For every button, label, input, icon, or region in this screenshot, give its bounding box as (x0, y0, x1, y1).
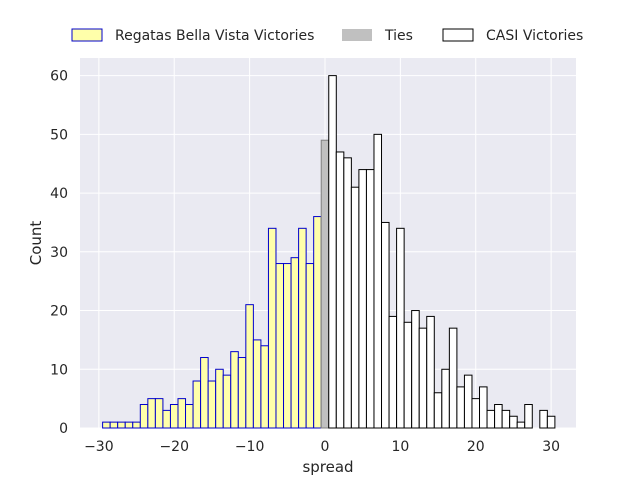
bar-regatas (147, 398, 156, 429)
bar-casi (494, 404, 503, 429)
bar-casi (546, 415, 556, 429)
y-tick-label: 0 (59, 421, 68, 437)
bar-regatas (313, 216, 322, 429)
y-tick-label: 30 (50, 245, 68, 261)
x-axis-ticks: −30 −20 −10 0 10 20 30 (84, 439, 560, 455)
y-axis-ticks: 0 10 20 30 40 50 60 (50, 69, 68, 437)
bar-casi (388, 315, 398, 429)
bar-regatas (305, 263, 315, 429)
bar-regatas (117, 421, 126, 429)
y-tick-label: 50 (50, 127, 68, 143)
bar-casi (328, 75, 337, 429)
bar-casi (403, 321, 413, 429)
legend-swatch-ties (342, 29, 372, 41)
bar-casi (471, 398, 481, 429)
y-tick-label: 60 (50, 69, 68, 85)
bar-regatas (237, 357, 247, 429)
bar-regatas (102, 421, 111, 429)
x-tick-label: 0 (321, 439, 330, 455)
bar-casi (373, 133, 383, 429)
bar-regatas (139, 404, 149, 429)
x-axis-label: spread (302, 458, 353, 476)
bar-casi (426, 315, 435, 429)
legend-item-ties: Ties (342, 28, 413, 44)
bar-casi (524, 404, 533, 429)
bar-casi (343, 157, 352, 429)
bar-casi (441, 368, 450, 429)
bar-casi (365, 169, 375, 429)
bar-regatas (124, 421, 134, 429)
y-axis-label: Count (27, 221, 45, 266)
bar-casi (479, 386, 488, 429)
legend-swatch-regatas (71, 28, 103, 42)
bar-casi (501, 409, 511, 429)
legend-swatch-casi (442, 28, 474, 42)
bar-regatas (200, 357, 209, 429)
bar-regatas (215, 368, 224, 429)
bar-regatas (177, 398, 187, 429)
bar-regatas (283, 263, 292, 429)
bar-casi (509, 415, 518, 429)
bar-casi (448, 327, 458, 429)
bar-ties (320, 139, 330, 429)
x-tick-label: 30 (542, 439, 560, 455)
x-tick-label: 10 (391, 439, 409, 455)
legend-label-casi: CASI Victories (486, 28, 583, 44)
bar-casi (418, 327, 428, 429)
bar-regatas (192, 380, 202, 429)
bar-regatas (298, 227, 307, 429)
x-tick-label: 20 (467, 439, 485, 455)
bar-casi (516, 421, 526, 429)
bar-regatas (222, 374, 232, 429)
bar-casi (381, 221, 390, 429)
bar-casi (539, 409, 548, 429)
bar-regatas (245, 304, 254, 429)
bar-regatas (290, 257, 300, 429)
legend: Regatas Bella Vista Victories Ties CASI … (71, 28, 583, 44)
bar-regatas (230, 351, 239, 429)
bar-regatas (185, 404, 194, 429)
x-tick-label: −20 (159, 439, 189, 455)
bar-regatas (162, 409, 171, 429)
bar-regatas (252, 339, 262, 429)
bar-regatas (267, 227, 277, 429)
legend-item-regatas: Regatas Bella Vista Victories (71, 28, 314, 44)
bar-casi (358, 169, 367, 429)
bar-casi (411, 310, 420, 429)
bar-regatas (154, 398, 164, 429)
y-tick-label: 20 (50, 304, 68, 320)
bar-casi (433, 392, 443, 429)
bar-regatas (260, 345, 269, 429)
bar-regatas (207, 380, 217, 429)
x-tick-label: −30 (84, 439, 114, 455)
bar-casi (486, 409, 496, 429)
y-tick-label: 10 (50, 362, 68, 378)
legend-item-casi: CASI Victories (442, 28, 583, 44)
bar-regatas (169, 404, 179, 429)
bar-casi (456, 386, 465, 429)
bar-regatas (275, 263, 285, 429)
legend-label-regatas: Regatas Bella Vista Victories (115, 28, 314, 44)
bar-regatas (132, 421, 141, 429)
bar-casi (396, 227, 405, 429)
bar-casi (335, 151, 345, 429)
x-tick-label: −10 (235, 439, 265, 455)
histogram-bars (102, 75, 556, 429)
bar-casi (463, 374, 473, 429)
legend-label-ties: Ties (384, 28, 413, 44)
bar-casi (350, 186, 360, 429)
bar-regatas (109, 421, 119, 429)
y-tick-label: 40 (50, 186, 68, 202)
